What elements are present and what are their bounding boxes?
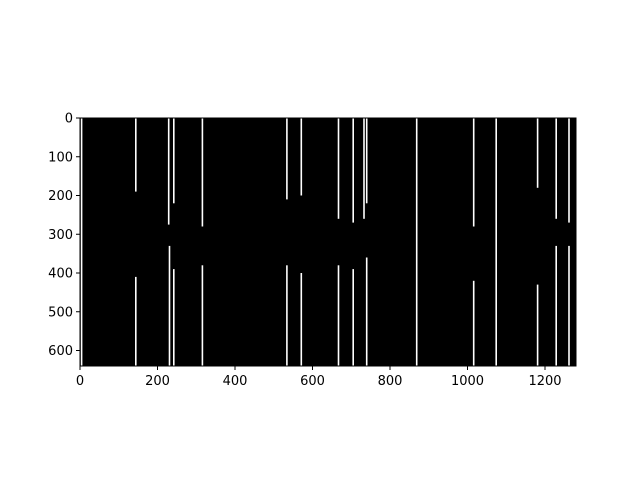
y-tick-label: 200 [48, 189, 73, 204]
white-streak [337, 265, 340, 367]
white-streaks [80, 118, 570, 367]
white-streak [555, 245, 557, 366]
plot-area [80, 118, 576, 367]
white-streak [286, 265, 288, 367]
white-streak [536, 118, 539, 188]
x-axis-ticks: 0 200 400 600 800 1000 1200 [76, 366, 562, 389]
y-axis-ticks: 0 100 200 300 400 500 600 [48, 112, 80, 359]
y-tick-label: 400 [48, 267, 73, 282]
y-tick-label: 500 [48, 305, 73, 320]
x-tick-label: 0 [76, 374, 84, 389]
x-tick-label: 1000 [451, 374, 484, 389]
white-streak [365, 257, 368, 366]
white-streak [80, 118, 83, 366]
white-streak [568, 118, 570, 223]
white-streak [300, 273, 303, 366]
x-tick-label: 400 [223, 374, 248, 389]
white-streak [168, 245, 171, 366]
white-streak [472, 280, 475, 367]
x-tick-label: 200 [145, 374, 170, 389]
white-streak [135, 118, 137, 192]
x-tick-label: 800 [378, 374, 403, 389]
y-tick-label: 100 [48, 150, 73, 165]
white-streak [472, 118, 475, 227]
white-streak [337, 118, 340, 219]
white-streak [286, 118, 288, 200]
x-tick-label: 600 [300, 374, 325, 389]
white-streak [167, 118, 170, 225]
white-streak [201, 265, 204, 367]
axes-frame [79, 117, 577, 367]
image-background [80, 118, 576, 366]
x-tick-label: 1200 [528, 374, 561, 389]
white-streak [415, 118, 418, 366]
white-streak [173, 269, 175, 366]
white-streak [495, 118, 497, 366]
y-tick-label: 0 [65, 112, 73, 127]
white-streak [555, 118, 557, 219]
white-streak [352, 118, 354, 223]
white-streak [536, 284, 539, 366]
white-streak [173, 118, 175, 204]
white-streak [135, 276, 137, 366]
y-tick-label: 600 [48, 344, 73, 359]
white-streak [201, 118, 204, 227]
white-streak [363, 118, 365, 219]
white-streak [300, 118, 303, 196]
white-streak [352, 269, 354, 366]
white-streak [365, 118, 368, 204]
y-tick-label: 300 [48, 228, 73, 243]
white-streak [568, 245, 570, 366]
